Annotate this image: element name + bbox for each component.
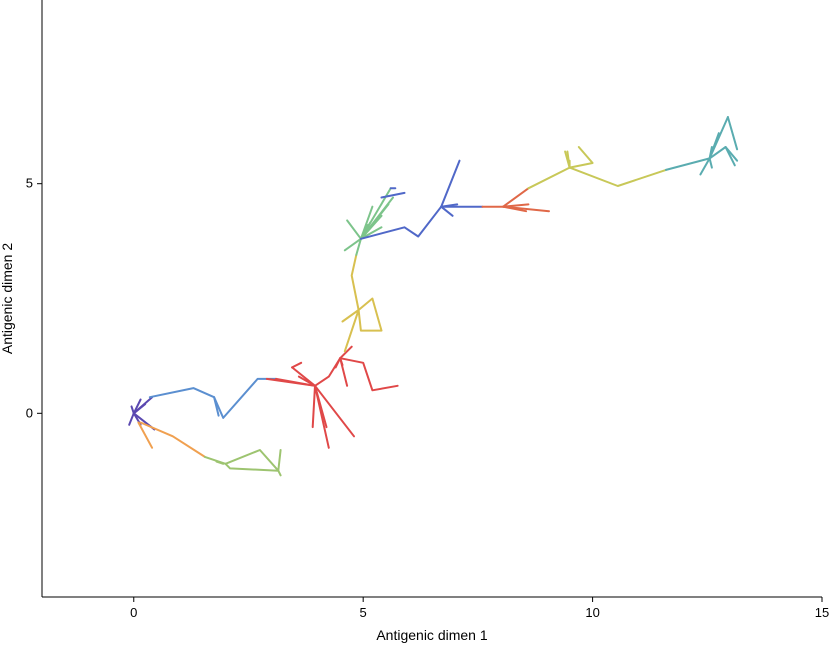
series-8 xyxy=(359,159,484,240)
series-1-branch-3 xyxy=(132,398,142,415)
series-8-branch-5 xyxy=(380,191,406,199)
series-5-branch-13 xyxy=(291,361,303,369)
series-10-branch-5 xyxy=(568,166,667,187)
series-4-branch-2 xyxy=(224,462,282,477)
series-11-branch-1 xyxy=(665,146,736,171)
series-4 xyxy=(203,449,282,477)
series-11-branch-5 xyxy=(708,157,713,169)
x-ticks: 0 5 10 15 xyxy=(130,597,829,620)
series-4-branch-1 xyxy=(203,449,282,472)
series-4-branch-3 xyxy=(215,460,225,465)
series-11 xyxy=(665,116,739,176)
y-tick-label: 5 xyxy=(26,176,33,191)
series-7-branch-2 xyxy=(346,219,362,240)
series-1-branch-2 xyxy=(128,412,135,426)
series-7-branch-8 xyxy=(359,196,394,240)
x-tick-label: 15 xyxy=(815,605,829,620)
series-5-branch-9 xyxy=(339,357,399,392)
series-6-branch-1 xyxy=(341,297,383,353)
series-2-branch-2 xyxy=(213,377,277,419)
series-5-branch-3 xyxy=(314,384,355,438)
series-11-branch-8 xyxy=(726,116,739,151)
series-3 xyxy=(137,421,206,458)
series-5-branch-12 xyxy=(275,377,316,387)
series-6 xyxy=(341,253,383,353)
series-11-branch-6 xyxy=(708,132,720,160)
series-7-branch-10 xyxy=(359,205,374,240)
series-5 xyxy=(265,345,399,449)
series-9-branch-1 xyxy=(481,187,530,208)
series-9 xyxy=(481,187,550,213)
series-5-branch-4 xyxy=(311,384,316,429)
series-8-branch-3 xyxy=(440,205,454,217)
x-tick-label: 5 xyxy=(360,605,367,620)
series-5-branch-2 xyxy=(314,384,328,429)
series-8-branch-2 xyxy=(440,159,461,208)
series-11-branch-7 xyxy=(724,146,739,162)
series-1 xyxy=(128,396,156,431)
y-tick-label: 0 xyxy=(26,405,33,420)
x-tick-label: 0 xyxy=(130,605,137,620)
series-3-branch-1 xyxy=(137,421,154,449)
series-6-branch-2 xyxy=(350,253,360,311)
series-11-branch-3 xyxy=(699,157,711,176)
series-1-branch-7 xyxy=(130,405,135,415)
series-2 xyxy=(148,377,277,419)
y-axis-title: Antigenic dimen 2 xyxy=(0,243,15,355)
series-5-branch-8 xyxy=(339,357,344,367)
series-7 xyxy=(343,187,394,256)
series-10-branch-1 xyxy=(527,146,594,190)
series-7-branch-3 xyxy=(343,237,362,252)
y-ticks: 05 xyxy=(26,176,42,420)
series-9-branch-4 xyxy=(502,203,530,208)
series-9-branch-3 xyxy=(502,205,528,213)
series-5-branch-1 xyxy=(265,377,330,449)
x-axis-title: Antigenic dimen 1 xyxy=(376,627,488,643)
series-5-branch-6 xyxy=(334,357,342,369)
series-2-branch-1 xyxy=(148,387,220,417)
series-3-branch-2 xyxy=(139,421,206,458)
x-tick-label: 10 xyxy=(585,605,599,620)
series-1-branch-6 xyxy=(132,403,147,415)
plot-series xyxy=(128,116,739,477)
series-10 xyxy=(527,146,667,190)
series-5-branch-5 xyxy=(314,345,353,387)
series-5-branch-11 xyxy=(297,375,316,387)
